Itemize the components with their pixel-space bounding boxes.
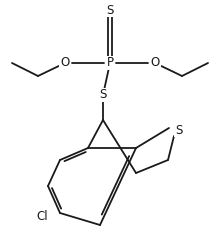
Text: S: S — [106, 4, 114, 16]
Text: S: S — [175, 124, 183, 137]
Text: Cl: Cl — [36, 210, 48, 223]
Text: S: S — [99, 89, 107, 101]
Text: O: O — [150, 56, 160, 69]
Text: O: O — [60, 56, 70, 69]
Text: P: P — [106, 56, 114, 69]
